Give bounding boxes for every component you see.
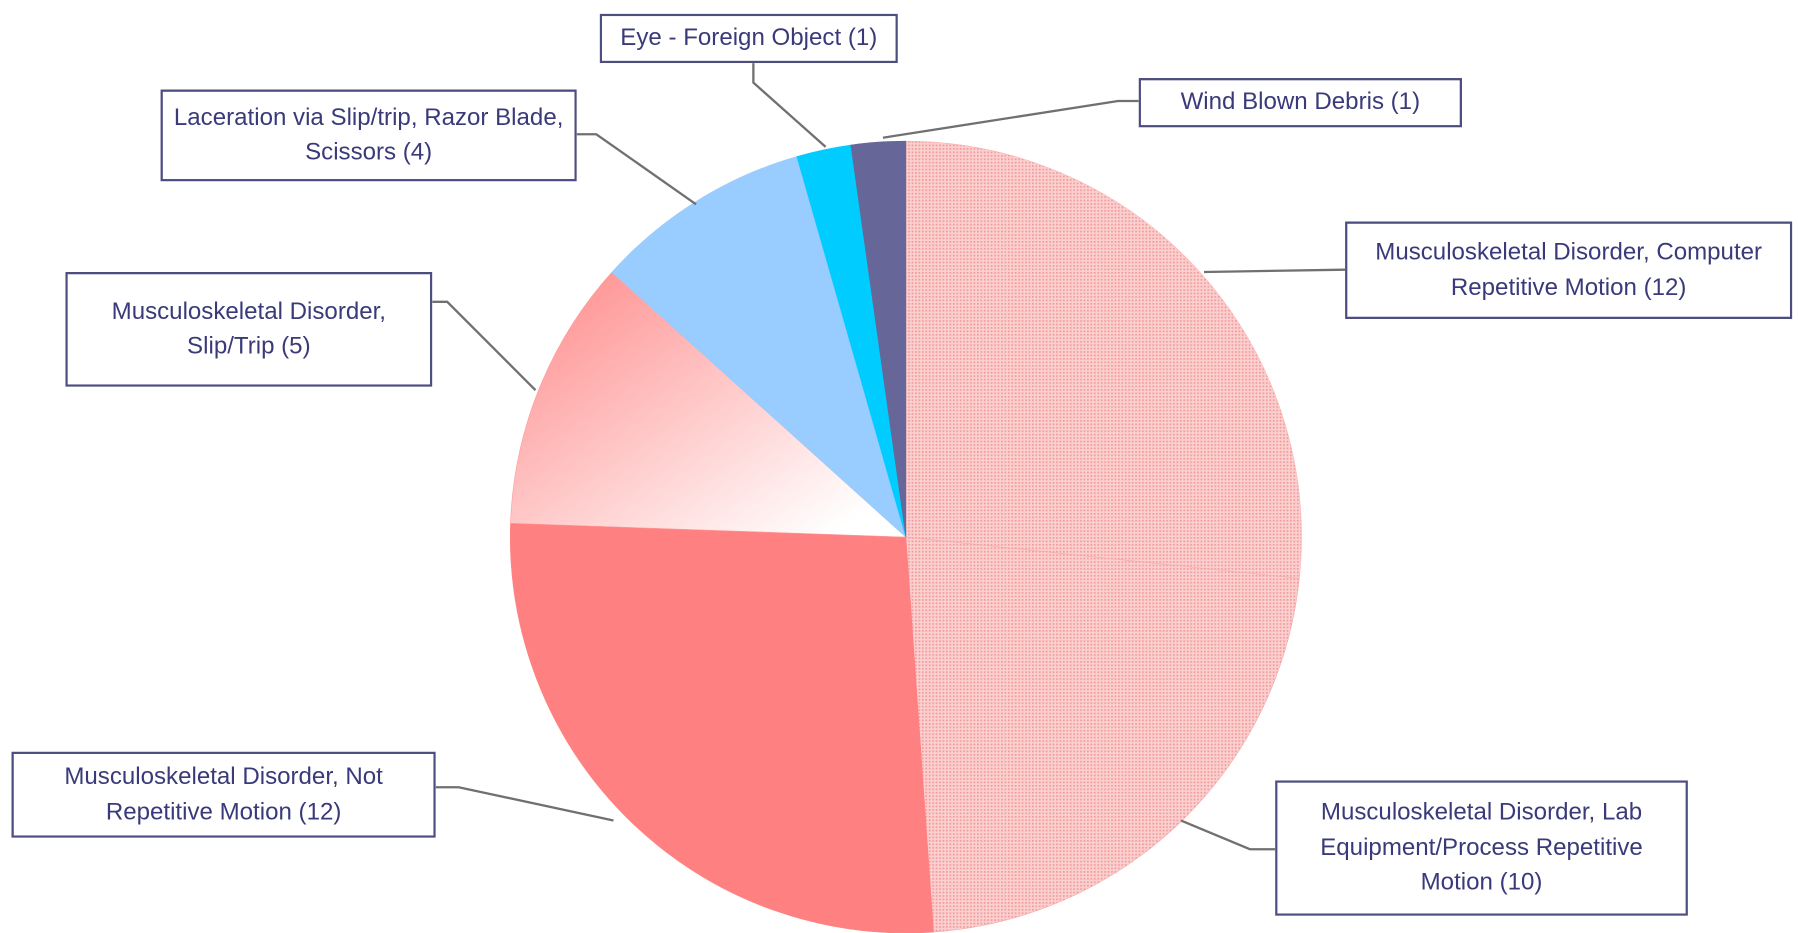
pie-slice bbox=[905, 140, 1302, 579]
slice-label: Wind Blown Debris (1) bbox=[1138, 78, 1463, 128]
slice-label: Musculoskeletal Disorder, Computer Repet… bbox=[1345, 221, 1793, 320]
label-box: Musculoskeletal Disorder, Lab Equipment/… bbox=[1275, 780, 1688, 916]
pie-slice bbox=[611, 156, 907, 538]
label-box: Musculoskeletal Disorder, Computer Repet… bbox=[1345, 221, 1793, 320]
label-box: Musculoskeletal Disorder, Not Repetitive… bbox=[11, 751, 436, 838]
slice-label: Musculoskeletal Disorder, Lab Equipment/… bbox=[1275, 780, 1688, 916]
pie-slice bbox=[510, 271, 907, 538]
pie-slice bbox=[509, 522, 934, 933]
label-box: Laceration via Slip/trip, Razor Blade, S… bbox=[160, 89, 577, 182]
leader-line bbox=[432, 300, 537, 391]
label-box: Wind Blown Debris (1) bbox=[1138, 78, 1463, 128]
leader-line bbox=[752, 63, 827, 148]
leader-line bbox=[435, 786, 614, 822]
label-box: Eye - Foreign Object (1) bbox=[599, 13, 898, 64]
pie-slice bbox=[905, 536, 1300, 933]
slice-label: Musculoskeletal Disorder, Slip/Trip (5) bbox=[65, 271, 433, 387]
leader-line bbox=[1180, 819, 1276, 851]
leader-line bbox=[576, 133, 697, 206]
slice-label: Eye - Foreign Object (1) bbox=[599, 13, 898, 64]
label-box: Musculoskeletal Disorder, Slip/Trip (5) bbox=[65, 271, 433, 387]
leader-line bbox=[1203, 268, 1346, 274]
pie-slice bbox=[850, 140, 907, 538]
slice-label: Laceration via Slip/trip, Razor Blade, S… bbox=[160, 89, 577, 182]
slice-label: Musculoskeletal Disorder, Not Repetitive… bbox=[11, 751, 436, 838]
leader-line bbox=[882, 99, 1139, 139]
